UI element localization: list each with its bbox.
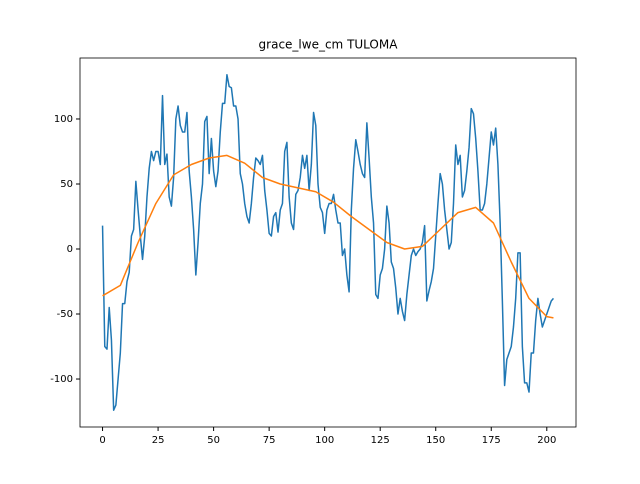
y-tick-label: 50 [60, 179, 73, 190]
x-tick-label: 50 [207, 435, 220, 446]
y-tick-label: 100 [54, 114, 73, 125]
y-tick-label: -100 [50, 374, 73, 385]
chart-title: grace_lwe_cm TULOMA [259, 38, 399, 52]
plot-frame [79, 57, 577, 428]
y-tick-label: 0 [67, 244, 73, 255]
data-line [101, 74, 555, 411]
x-tick-label: 125 [371, 435, 390, 446]
data-line [102, 154, 554, 319]
x-tick-label: 0 [99, 435, 105, 446]
x-tick-label: 25 [152, 435, 165, 446]
x-tick-label: 175 [482, 435, 501, 446]
x-tick-label: 100 [315, 435, 334, 446]
x-tick-label: 200 [537, 435, 556, 446]
x-tick-label: 75 [263, 435, 276, 446]
y-tick-label: -50 [57, 309, 73, 320]
x-tick-label: 150 [426, 435, 445, 446]
